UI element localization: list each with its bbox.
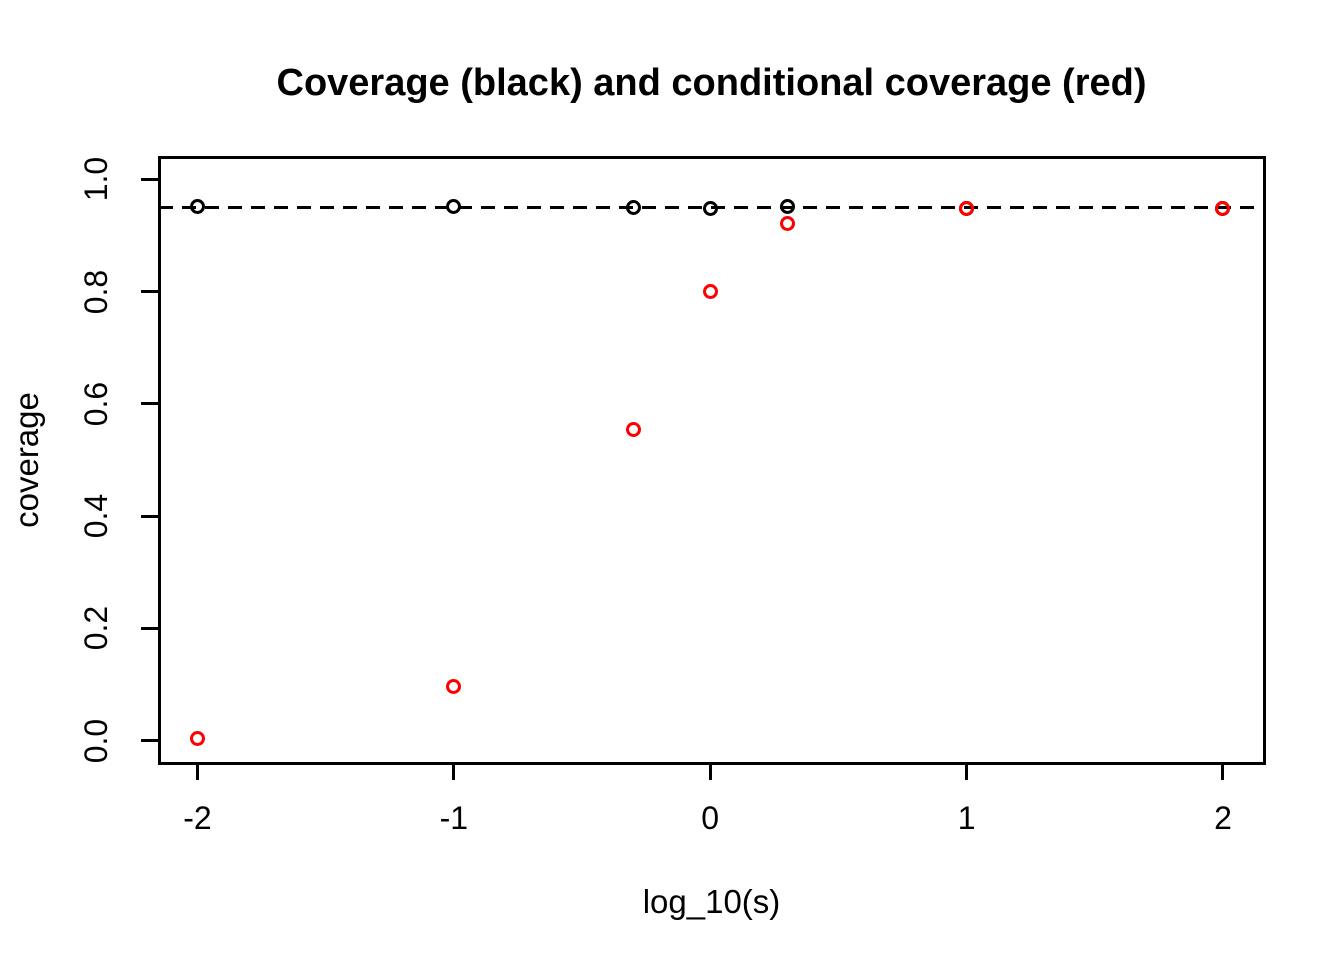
data-point-conditional-coverage <box>779 216 795 232</box>
data-point-coverage <box>779 198 795 214</box>
x-axis-tick <box>1221 763 1225 780</box>
x-axis-tick-label: -2 <box>183 800 212 836</box>
y-axis-tick <box>141 290 158 294</box>
x-axis-tick-label: -1 <box>439 800 469 836</box>
x-axis-tick <box>965 763 969 780</box>
y-axis-tick <box>141 514 158 518</box>
y-axis-tick-label: 0.2 <box>77 606 114 651</box>
x-axis-label: log_10(s) <box>642 883 781 920</box>
y-axis-label-text: coverage <box>8 392 45 528</box>
y-axis-tick-label: 1.0 <box>77 157 114 202</box>
y-axis-tick-label: 0.8 <box>77 269 114 314</box>
x-axis-tick-label: 2 <box>1214 800 1232 836</box>
x-axis-tick-label: 1 <box>957 800 976 836</box>
data-point-coverage <box>625 200 641 215</box>
x-axis-tick-label: 0 <box>701 800 720 836</box>
y-axis-tick <box>141 177 158 181</box>
x-axis-tick <box>708 763 712 780</box>
data-point-coverage <box>189 199 205 215</box>
data-point-conditional-coverage <box>446 679 462 695</box>
data-point-conditional-coverage <box>959 201 975 217</box>
y-axis-tick-label: 0.6 <box>77 381 114 427</box>
y-axis-tick-label: 0.4 <box>77 493 114 539</box>
y-axis-tick <box>141 626 158 630</box>
plot-area <box>157 155 1266 765</box>
y-axis-tick <box>141 739 158 743</box>
data-point-coverage <box>446 199 462 215</box>
chart-title: Coverage (black) and conditional coverag… <box>276 62 1147 104</box>
y-axis-tick <box>141 402 158 406</box>
x-axis-tick <box>195 763 199 780</box>
data-point-conditional-coverage <box>1215 201 1231 217</box>
x-axis-tick <box>452 763 456 780</box>
data-point-conditional-coverage <box>189 731 205 747</box>
data-point-coverage <box>702 201 718 217</box>
data-point-conditional-coverage <box>625 422 641 438</box>
data-point-conditional-coverage <box>702 284 718 300</box>
y-axis-tick-label: 0.0 <box>77 718 114 763</box>
